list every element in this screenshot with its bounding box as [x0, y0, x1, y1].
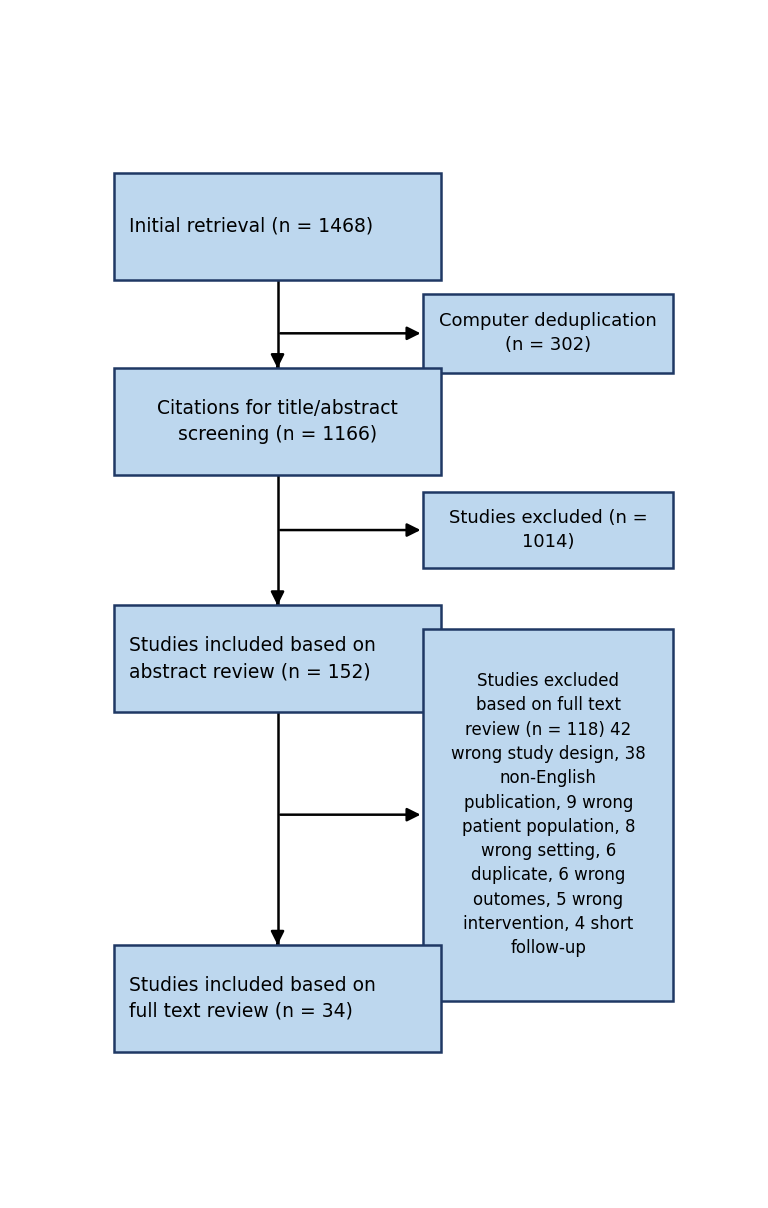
FancyBboxPatch shape [423, 628, 674, 1000]
FancyBboxPatch shape [423, 492, 674, 568]
Text: Studies excluded
based on full text
review (n = 118) 42
wrong study design, 38
n: Studies excluded based on full text revi… [451, 672, 646, 957]
Text: Studies included based on
full text review (n = 34): Studies included based on full text revi… [129, 976, 376, 1021]
FancyBboxPatch shape [114, 605, 441, 713]
Text: Citations for title/abstract
screening (n = 1166): Citations for title/abstract screening (… [157, 400, 398, 445]
FancyBboxPatch shape [423, 294, 674, 373]
Text: Studies excluded (n =
1014): Studies excluded (n = 1014) [449, 509, 647, 551]
FancyBboxPatch shape [114, 368, 441, 475]
FancyBboxPatch shape [114, 945, 441, 1052]
Text: Studies included based on
abstract review (n = 152): Studies included based on abstract revie… [129, 637, 376, 681]
Text: Initial retrieval (n = 1468): Initial retrieval (n = 1468) [129, 217, 372, 236]
FancyBboxPatch shape [114, 173, 441, 280]
Text: Computer deduplication
(n = 302): Computer deduplication (n = 302) [439, 312, 657, 354]
